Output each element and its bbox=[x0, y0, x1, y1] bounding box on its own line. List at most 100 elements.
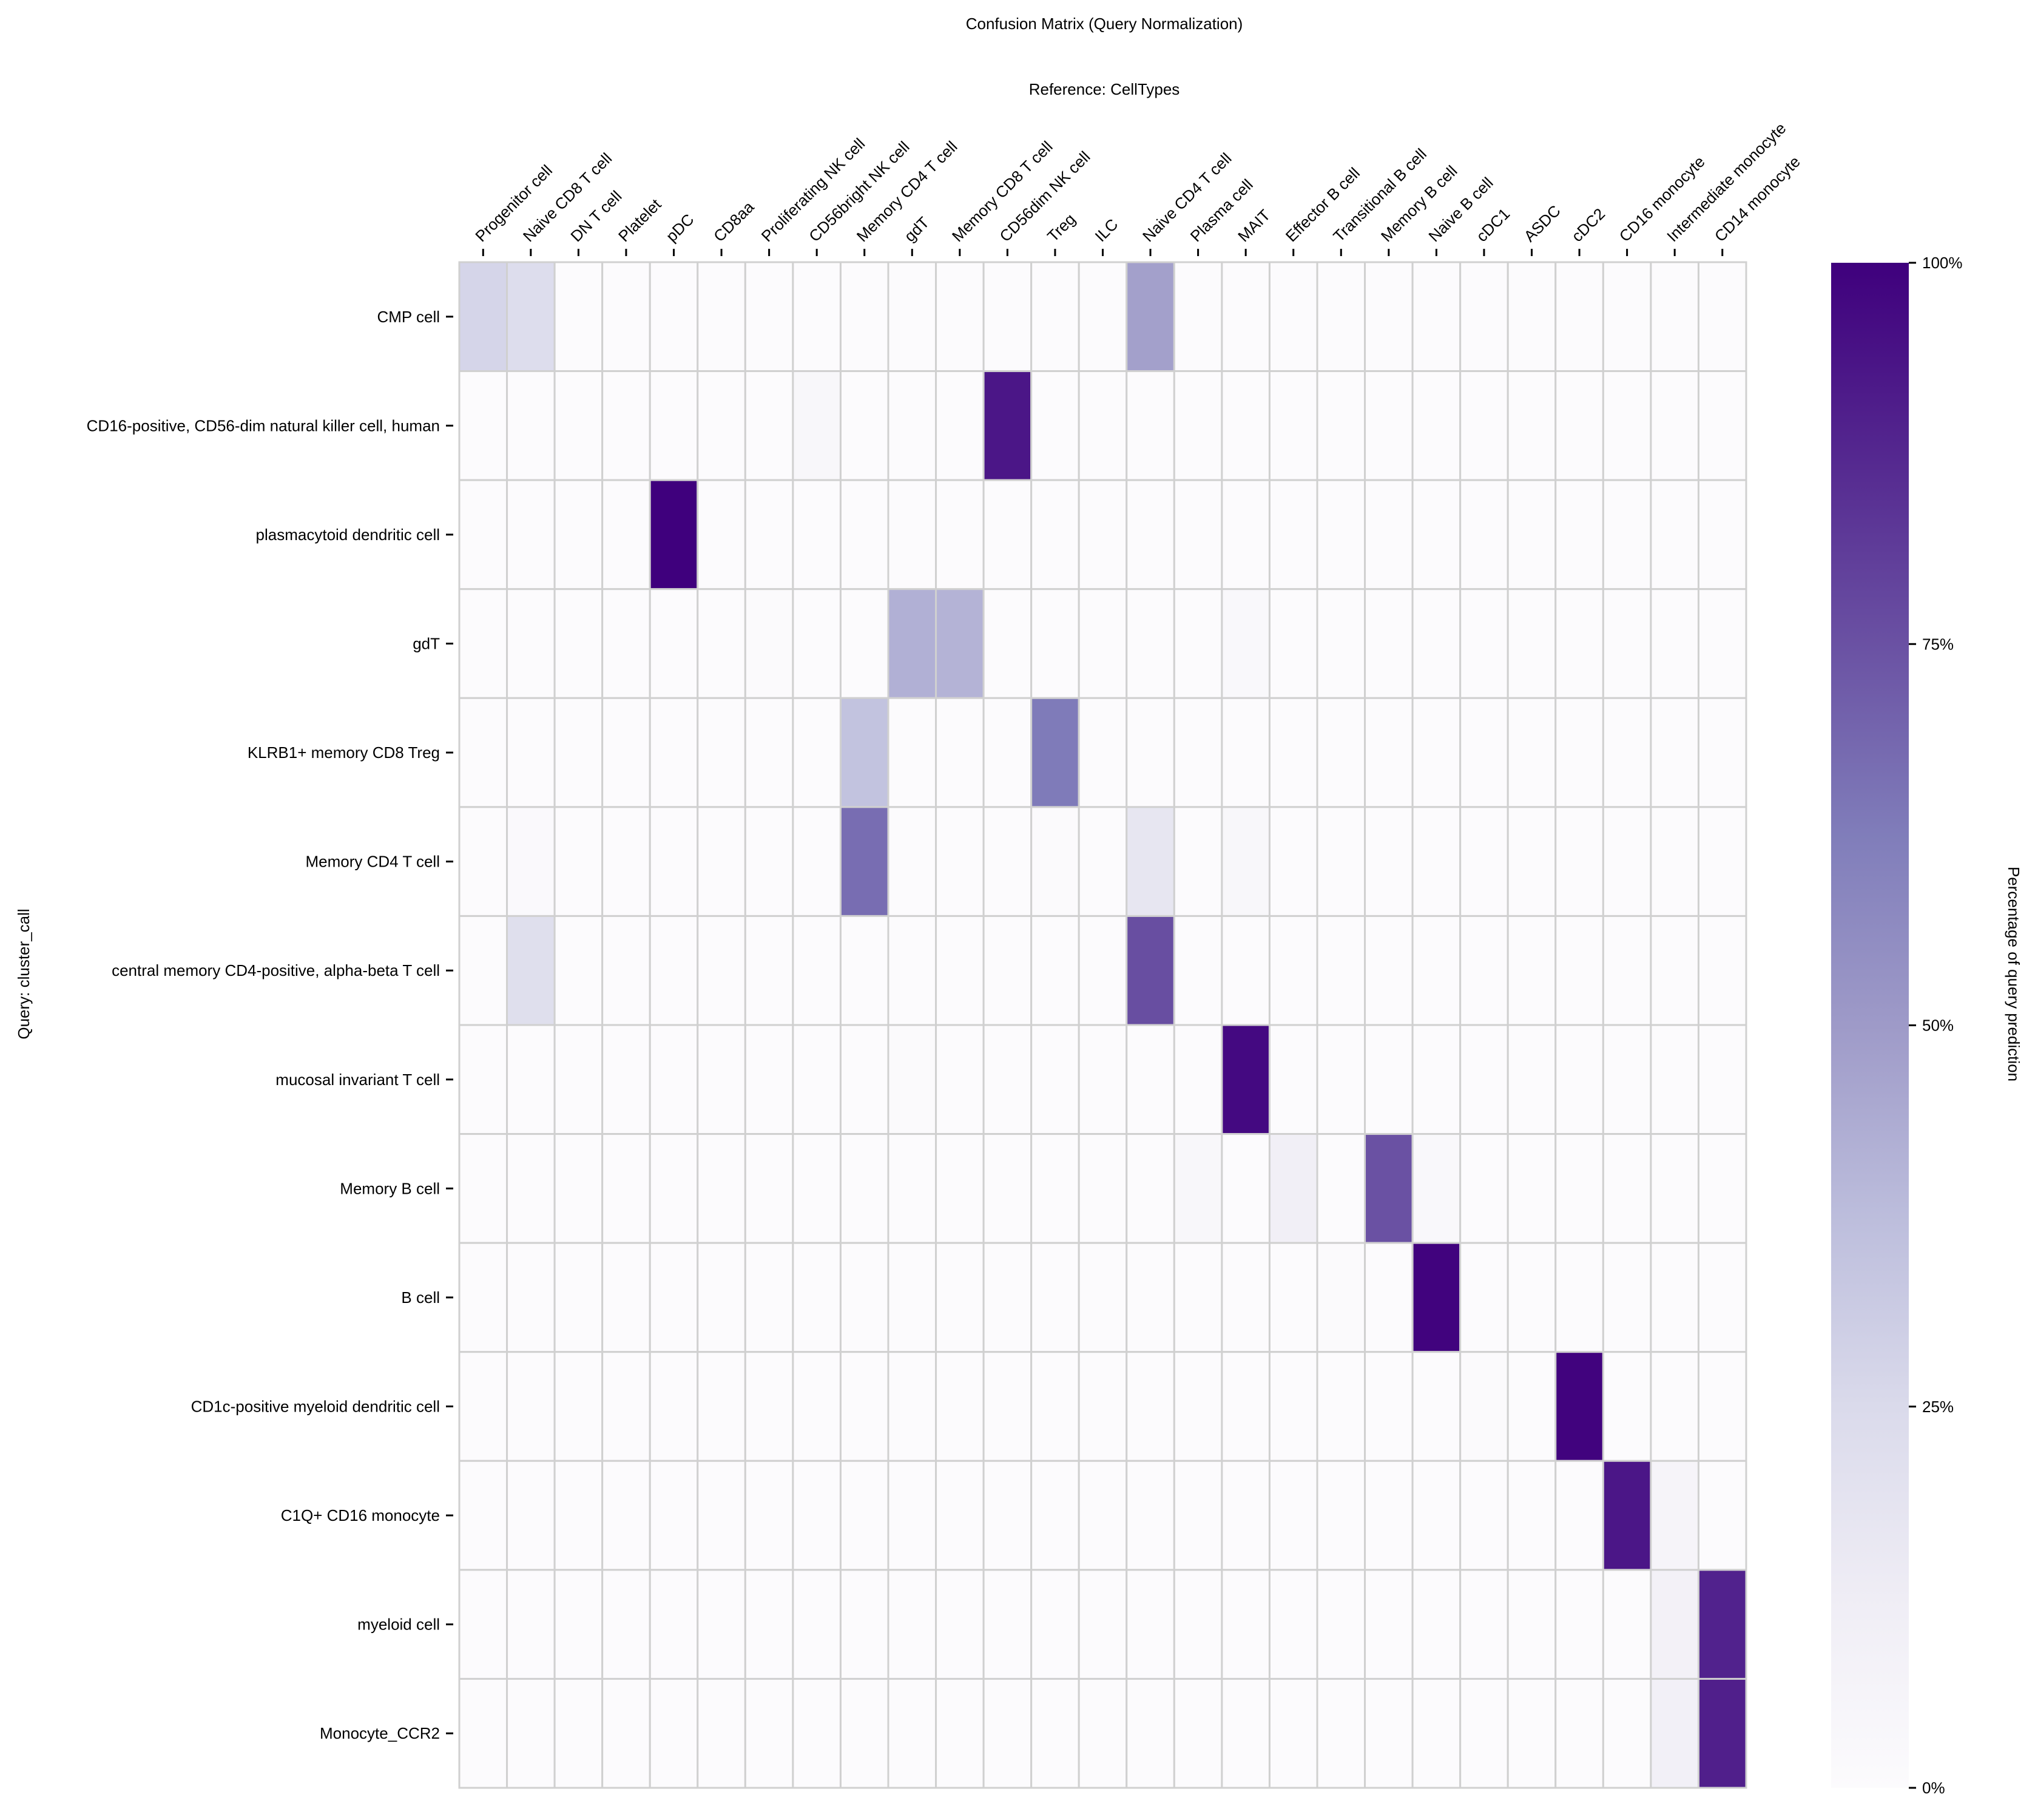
heatmap-cell bbox=[1221, 1677, 1271, 1789]
heatmap-cell bbox=[1364, 1024, 1414, 1135]
heatmap-cell bbox=[458, 1024, 508, 1135]
heatmap-cell bbox=[935, 261, 985, 373]
heatmap-cell bbox=[601, 588, 651, 699]
heatmap-cell bbox=[1411, 697, 1462, 808]
heatmap-cell bbox=[1173, 588, 1223, 699]
heatmap-cell bbox=[935, 588, 985, 699]
heatmap-cell bbox=[1650, 479, 1699, 590]
heatmap-cell bbox=[1125, 1460, 1175, 1571]
y-tick-label: mucosal invariant T cell bbox=[275, 1071, 440, 1089]
heatmap-cell bbox=[1268, 697, 1318, 808]
heatmap-cell bbox=[1411, 915, 1462, 1026]
heatmap-cell bbox=[1364, 1569, 1414, 1680]
heatmap-cell bbox=[697, 1677, 746, 1789]
heatmap-cell bbox=[1125, 697, 1175, 808]
heatmap-cell bbox=[1602, 806, 1652, 917]
heatmap-cell bbox=[506, 1351, 556, 1462]
heatmap-cell bbox=[887, 370, 937, 481]
heatmap-cell bbox=[1697, 1242, 1747, 1353]
x-tick-label: CD14 monocyte bbox=[1711, 152, 1804, 245]
y-tick-label: myeloid cell bbox=[357, 1615, 440, 1634]
heatmap-cell bbox=[1650, 1460, 1699, 1571]
heatmap-cell bbox=[458, 1677, 508, 1789]
heatmap-cell bbox=[1650, 1677, 1699, 1789]
heatmap-cell bbox=[1316, 1351, 1366, 1462]
heatmap-cell bbox=[887, 1351, 937, 1462]
heatmap-cell bbox=[1030, 1351, 1080, 1462]
heatmap-cell bbox=[1030, 588, 1080, 699]
heatmap-cell bbox=[1268, 1024, 1318, 1135]
heatmap-cell bbox=[1078, 479, 1128, 590]
heatmap-cell bbox=[1602, 261, 1652, 373]
heatmap-cell bbox=[1697, 1569, 1747, 1680]
heatmap-cell bbox=[1411, 588, 1462, 699]
heatmap-cell bbox=[506, 1460, 556, 1571]
heatmap-cell bbox=[553, 1569, 604, 1680]
heatmap-cell bbox=[1697, 261, 1747, 373]
heatmap-cell bbox=[1697, 806, 1747, 917]
heatmap-cell bbox=[1650, 915, 1699, 1026]
heatmap-cell bbox=[506, 697, 556, 808]
x-tick-label: CD8aa bbox=[710, 197, 758, 245]
heatmap-cell bbox=[1459, 1677, 1509, 1789]
heatmap-cell bbox=[1078, 261, 1128, 373]
heatmap-cell bbox=[553, 1460, 604, 1571]
heatmap-cell bbox=[1078, 588, 1128, 699]
colorbar-tick-label: 25% bbox=[1922, 1398, 1954, 1416]
heatmap-cell bbox=[601, 1024, 651, 1135]
x-tick-label: CD16 monocyte bbox=[1616, 152, 1709, 245]
heatmap-cell bbox=[744, 1133, 794, 1244]
heatmap-cell bbox=[1507, 1242, 1557, 1353]
heatmap-cell bbox=[792, 1351, 842, 1462]
heatmap-cells bbox=[458, 261, 1747, 1789]
heatmap-cell bbox=[1316, 588, 1366, 699]
heatmap-cell bbox=[1411, 1024, 1462, 1135]
heatmap-cell bbox=[1411, 1677, 1462, 1789]
heatmap-cell bbox=[982, 370, 1033, 481]
heatmap-cell bbox=[1221, 1242, 1271, 1353]
heatmap-cell bbox=[1364, 1460, 1414, 1571]
heatmap-cell bbox=[982, 479, 1033, 590]
heatmap-cell bbox=[601, 697, 651, 808]
heatmap-cell bbox=[1554, 1242, 1604, 1353]
heatmap-cell bbox=[1650, 1024, 1699, 1135]
heatmap-cell bbox=[839, 588, 889, 699]
heatmap-cell bbox=[1125, 1133, 1175, 1244]
heatmap-cell bbox=[458, 479, 508, 590]
heatmap-cell bbox=[1030, 1460, 1080, 1571]
heatmap-cell bbox=[1268, 1351, 1318, 1462]
heatmap-cell bbox=[553, 1351, 604, 1462]
heatmap-cell bbox=[1125, 915, 1175, 1026]
x-tick-label: Naive CD8 T cell bbox=[519, 149, 615, 245]
heatmap-cell bbox=[1316, 697, 1366, 808]
heatmap-cell bbox=[1173, 261, 1223, 373]
heatmap-cell bbox=[744, 370, 794, 481]
heatmap-cell bbox=[1221, 370, 1271, 481]
heatmap-cell bbox=[1316, 370, 1366, 481]
heatmap-cell bbox=[506, 1569, 556, 1680]
heatmap-cell bbox=[839, 479, 889, 590]
heatmap-cell bbox=[1078, 1242, 1128, 1353]
heatmap-cell bbox=[697, 697, 746, 808]
heatmap-cell bbox=[506, 261, 556, 373]
heatmap-cell bbox=[839, 1133, 889, 1244]
heatmap-cell bbox=[792, 1024, 842, 1135]
heatmap-cell bbox=[1411, 806, 1462, 917]
heatmap-cell bbox=[935, 697, 985, 808]
x-tick-label: Treg bbox=[1044, 210, 1079, 245]
heatmap-cell bbox=[1602, 1677, 1652, 1789]
heatmap-cell bbox=[887, 1242, 937, 1353]
y-tick-label: CD16-positive, CD56-dim natural killer c… bbox=[87, 416, 440, 435]
heatmap-cell bbox=[1078, 1460, 1128, 1571]
heatmap-cell bbox=[458, 588, 508, 699]
heatmap-cell bbox=[1268, 479, 1318, 590]
heatmap-cell bbox=[1173, 1242, 1223, 1353]
heatmap-cell bbox=[1554, 370, 1604, 481]
heatmap-cell bbox=[935, 479, 985, 590]
heatmap-cell bbox=[1268, 806, 1318, 917]
heatmap-cell bbox=[1411, 1133, 1462, 1244]
heatmap-cell bbox=[1554, 1024, 1604, 1135]
heatmap-cell bbox=[1697, 370, 1747, 481]
